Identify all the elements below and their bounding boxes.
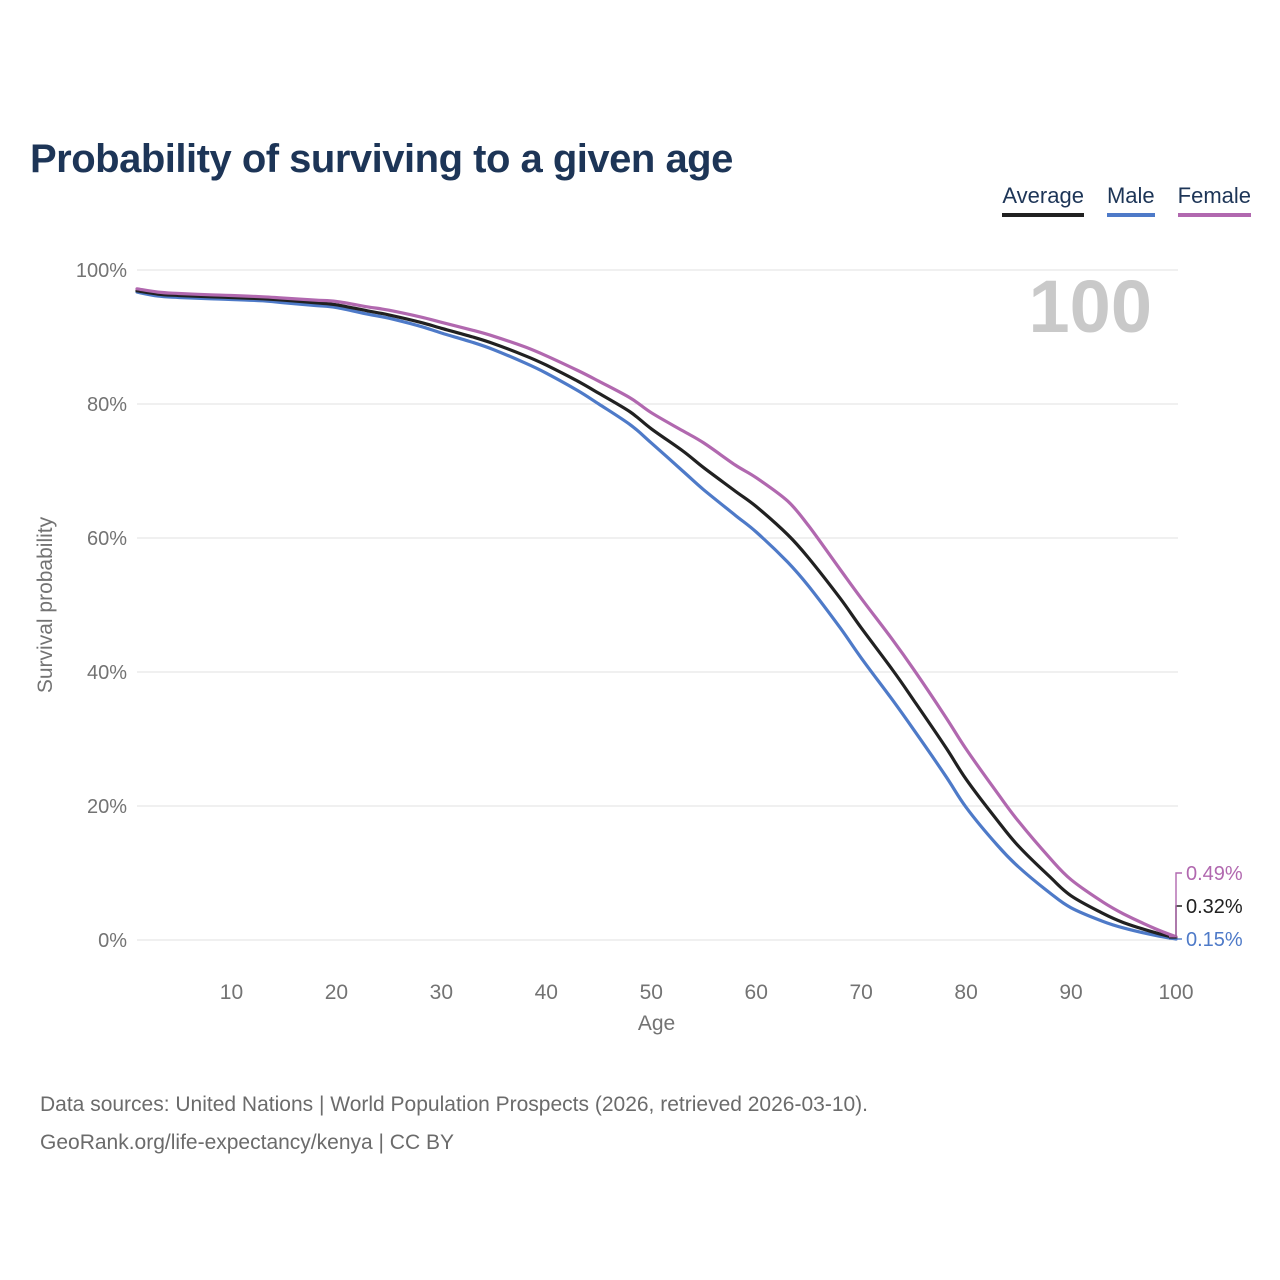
x-tick-label-30: 30 — [430, 981, 453, 1004]
x-tick-label-60: 60 — [745, 981, 768, 1004]
x-tick-label-50: 50 — [640, 981, 663, 1004]
series-line-male[interactable] — [135, 290, 1178, 941]
y-tick-label-40: 40% — [87, 662, 127, 684]
y-tick-label-0: 0% — [98, 930, 127, 952]
x-tick-label-90: 90 — [1059, 981, 1082, 1004]
watermark-age-100: 100 — [1028, 265, 1152, 348]
end-leader-female — [1169, 872, 1182, 938]
legend-label-average[interactable]: Average — [1002, 183, 1084, 217]
end-label-female: 0.49% — [1186, 863, 1243, 885]
attribution-line: GeoRank.org/life-expectancy/kenya | CC B… — [40, 1131, 454, 1154]
y-tick-label-80: 80% — [87, 394, 127, 416]
footer: Data sources: United Nations | World Pop… — [40, 1086, 868, 1162]
y-tick-label-100: 100% — [76, 260, 127, 282]
y-axis-title: Survival probability — [34, 516, 57, 693]
legend-item-female[interactable]: Female — [1177, 183, 1251, 217]
series-line-average[interactable] — [135, 289, 1178, 940]
x-tick-label-80: 80 — [954, 981, 977, 1004]
page-title: Probability of surviving to a given age — [30, 136, 733, 181]
data-source-line: Data sources: United Nations | World Pop… — [40, 1093, 869, 1116]
end-label-average: 0.32% — [1186, 896, 1243, 918]
x-axis-title: Age — [638, 1012, 675, 1035]
series-line-female[interactable] — [135, 287, 1178, 939]
x-tick-label-100: 100 — [1158, 981, 1193, 1004]
legend: Average Male Female — [1002, 183, 1251, 217]
y-tick-label-60: 60% — [87, 528, 127, 550]
end-label-male: 0.15% — [1186, 929, 1243, 951]
x-tick-label-40: 40 — [535, 981, 558, 1004]
x-tick-label-10: 10 — [220, 981, 243, 1004]
legend-label-female[interactable]: Female — [1177, 183, 1251, 217]
legend-label-male[interactable]: Male — [1106, 183, 1155, 217]
legend-item-male[interactable]: Male — [1106, 183, 1155, 217]
x-tick-label-70: 70 — [849, 981, 872, 1004]
legend-item-average[interactable]: Average — [1002, 183, 1084, 217]
y-tick-label-20: 20% — [87, 796, 127, 818]
x-tick-label-20: 20 — [325, 981, 348, 1004]
